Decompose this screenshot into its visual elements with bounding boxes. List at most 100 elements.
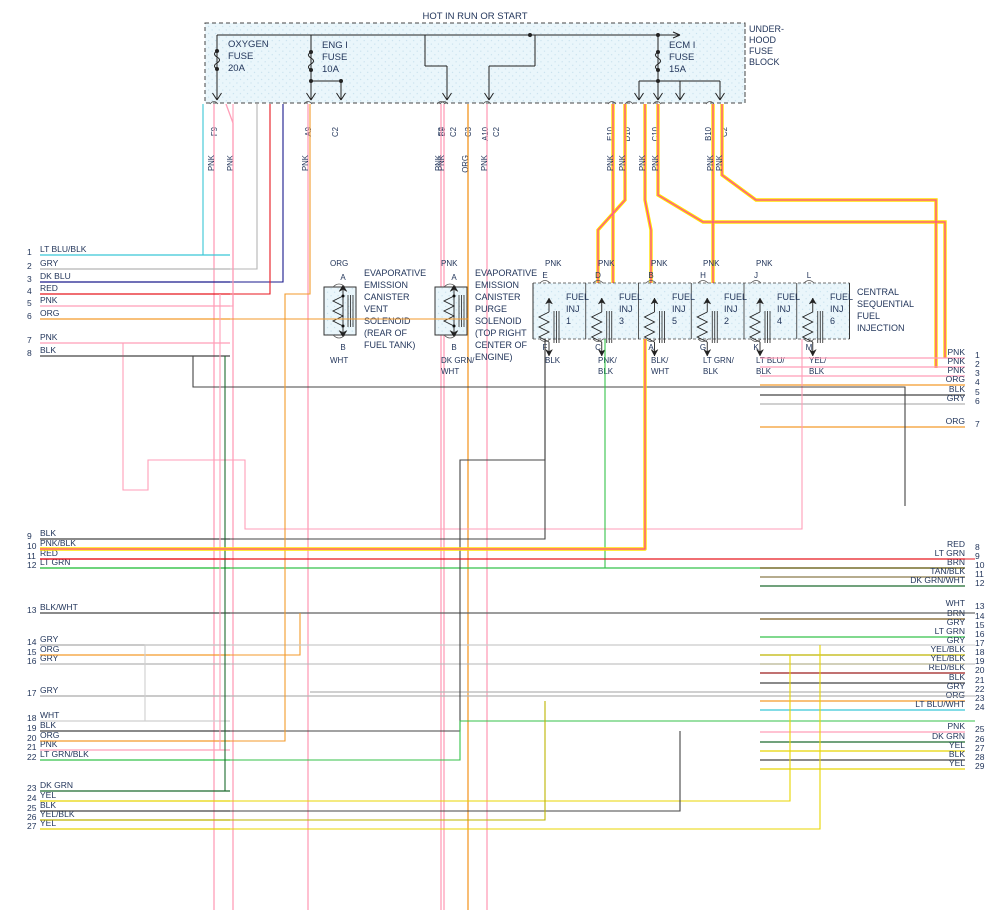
- svg-text:PNK: PNK: [638, 154, 647, 171]
- svg-text:2: 2: [724, 316, 729, 326]
- svg-text:24: 24: [975, 702, 985, 712]
- svg-text:E: E: [542, 271, 547, 280]
- svg-text:UNDER-: UNDER-: [749, 24, 784, 34]
- svg-text:A10: A10: [481, 126, 490, 141]
- svg-text:C2: C2: [331, 127, 340, 137]
- svg-text:B: B: [340, 343, 345, 352]
- svg-text:FUEL: FUEL: [672, 292, 695, 302]
- svg-text:ORG: ORG: [946, 416, 965, 426]
- svg-text:PNK: PNK: [480, 154, 489, 171]
- svg-text:WHT: WHT: [441, 367, 459, 376]
- svg-text:ORG: ORG: [461, 155, 470, 173]
- svg-text:INJ: INJ: [724, 304, 738, 314]
- svg-text:FUEL: FUEL: [830, 292, 853, 302]
- svg-text:21: 21: [27, 742, 37, 752]
- svg-text:PNK: PNK: [756, 259, 773, 268]
- svg-text:PNK: PNK: [40, 332, 58, 342]
- svg-text:PNK: PNK: [651, 259, 668, 268]
- svg-text:PNK: PNK: [706, 154, 715, 171]
- svg-text:ORG: ORG: [330, 259, 348, 268]
- svg-text:20A: 20A: [228, 63, 246, 74]
- svg-text:DK GRN/WHT: DK GRN/WHT: [910, 575, 965, 585]
- svg-text:19: 19: [27, 723, 37, 733]
- svg-text:7: 7: [975, 419, 980, 429]
- svg-text:PNK: PNK: [437, 154, 446, 171]
- svg-text:GRY: GRY: [947, 393, 966, 403]
- svg-text:PNK: PNK: [207, 154, 216, 171]
- svg-text:ORG: ORG: [946, 374, 965, 384]
- svg-text:7: 7: [27, 335, 32, 345]
- svg-text:LT BLU/: LT BLU/: [756, 356, 785, 365]
- svg-text:ORG: ORG: [40, 308, 59, 318]
- svg-text:J: J: [754, 271, 758, 280]
- svg-text:ENGINE): ENGINE): [475, 352, 513, 362]
- svg-text:PNK: PNK: [715, 154, 724, 171]
- svg-text:HOT IN RUN OR START: HOT IN RUN OR START: [422, 11, 527, 22]
- svg-text:A: A: [340, 273, 346, 282]
- svg-text:BLK: BLK: [545, 356, 561, 365]
- svg-text:PNK: PNK: [301, 154, 310, 171]
- svg-text:3: 3: [27, 274, 32, 284]
- svg-text:WHT: WHT: [651, 367, 669, 376]
- svg-text:BLOCK: BLOCK: [749, 57, 780, 67]
- svg-text:4: 4: [27, 286, 32, 296]
- svg-text:10: 10: [27, 541, 37, 551]
- svg-text:INJ: INJ: [619, 304, 633, 314]
- svg-text:BLK: BLK: [598, 367, 614, 376]
- svg-text:WHT: WHT: [40, 710, 59, 720]
- svg-text:INJ: INJ: [830, 304, 844, 314]
- svg-text:HOOD: HOOD: [749, 35, 777, 45]
- svg-text:VENT: VENT: [364, 304, 389, 314]
- svg-text:K: K: [753, 343, 759, 352]
- svg-text:16: 16: [27, 656, 37, 666]
- svg-text:20: 20: [975, 665, 985, 675]
- svg-text:DK GRN: DK GRN: [40, 780, 73, 790]
- svg-text:22: 22: [27, 752, 37, 762]
- svg-text:23: 23: [27, 783, 37, 793]
- svg-text:6: 6: [975, 396, 980, 406]
- svg-text:LT BLU/BLK: LT BLU/BLK: [40, 244, 87, 254]
- svg-text:RED: RED: [40, 283, 58, 293]
- svg-text:PURGE: PURGE: [475, 304, 507, 314]
- svg-text:PNK: PNK: [606, 154, 615, 171]
- svg-text:GRY: GRY: [40, 258, 59, 268]
- svg-text:PNK: PNK: [651, 154, 660, 171]
- svg-text:G: G: [700, 343, 706, 352]
- svg-text:BLK: BLK: [703, 367, 719, 376]
- svg-text:5: 5: [27, 298, 32, 308]
- svg-text:A: A: [648, 343, 654, 352]
- svg-text:27: 27: [27, 821, 37, 831]
- svg-text:PNK: PNK: [598, 259, 615, 268]
- svg-text:WHT: WHT: [330, 356, 348, 365]
- svg-text:6: 6: [830, 316, 835, 326]
- svg-text:EVAPORATIVE: EVAPORATIVE: [475, 268, 537, 278]
- svg-text:1: 1: [27, 247, 32, 257]
- svg-text:(REAR OF: (REAR OF: [364, 328, 408, 338]
- svg-text:PNK: PNK: [441, 259, 458, 268]
- svg-text:B: B: [648, 271, 653, 280]
- svg-text:C2: C2: [449, 127, 458, 137]
- svg-text:INJ: INJ: [777, 304, 791, 314]
- svg-text:SOLENOID: SOLENOID: [364, 316, 411, 326]
- svg-text:17: 17: [27, 688, 37, 698]
- svg-text:10A: 10A: [322, 64, 340, 75]
- svg-text:FUEL TANK): FUEL TANK): [364, 340, 415, 350]
- svg-text:LT GRN/: LT GRN/: [703, 356, 735, 365]
- svg-text:SEQUENTIAL: SEQUENTIAL: [857, 299, 914, 309]
- svg-text:29: 29: [975, 761, 985, 771]
- svg-text:9: 9: [27, 531, 32, 541]
- svg-text:4: 4: [975, 377, 980, 387]
- svg-text:D: D: [595, 271, 601, 280]
- svg-text:3: 3: [619, 316, 624, 326]
- svg-text:2: 2: [27, 261, 32, 271]
- svg-text:EMISSION: EMISSION: [364, 280, 408, 290]
- svg-text:FUEL: FUEL: [777, 292, 800, 302]
- svg-text:FUSE: FUSE: [749, 46, 773, 56]
- svg-text:LT BLU/WHT: LT BLU/WHT: [915, 699, 965, 709]
- svg-text:B9: B9: [438, 127, 447, 137]
- svg-text:18: 18: [27, 713, 37, 723]
- svg-text:GRY: GRY: [40, 634, 59, 644]
- svg-text:ECM I: ECM I: [669, 40, 695, 51]
- svg-text:12: 12: [975, 578, 985, 588]
- svg-text:YEL/: YEL/: [809, 356, 827, 365]
